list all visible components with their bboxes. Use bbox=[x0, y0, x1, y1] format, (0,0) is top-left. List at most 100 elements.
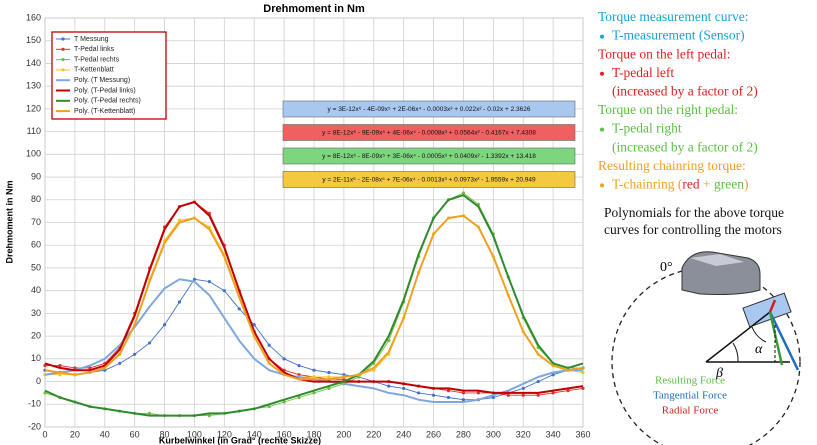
data-point bbox=[566, 389, 570, 393]
data-point bbox=[342, 377, 346, 381]
y-axis-label: Drehmoment in Nm bbox=[4, 180, 14, 263]
x-tick-label: 40 bbox=[100, 429, 110, 439]
data-point bbox=[43, 391, 47, 395]
equation-text: y = 8E-12x⁶ - 8E-09x⁵ + 3E-06x⁴ - 0.0005… bbox=[322, 153, 536, 160]
panel-note: Polynomials for the above torque bbox=[604, 205, 784, 220]
panel-text: Torque measurement curve: bbox=[598, 9, 749, 24]
y-tick-label: 140 bbox=[26, 58, 41, 68]
y-tick-label: 50 bbox=[31, 262, 41, 272]
data-point bbox=[207, 414, 211, 418]
data-point bbox=[461, 391, 466, 395]
x-tick-label: 200 bbox=[336, 429, 351, 439]
data-point bbox=[312, 368, 316, 372]
legend-label: T-Pedal rechts bbox=[74, 56, 120, 63]
legend-label: T Messung bbox=[74, 36, 109, 43]
crank-arm bbox=[705, 311, 771, 363]
equation-text: y = 8E-12x⁶ - 9E-09x⁵ + 4E-06x⁴ - 0.0008… bbox=[322, 130, 536, 137]
data-point bbox=[282, 400, 286, 404]
shoe-detail bbox=[690, 254, 744, 266]
data-point bbox=[581, 370, 585, 375]
data-point bbox=[506, 393, 510, 397]
legend-label: Poly. (T-Kettenblatt) bbox=[74, 108, 135, 115]
y-tick-label: 70 bbox=[31, 217, 41, 227]
data-point bbox=[521, 393, 525, 397]
bullet bbox=[600, 71, 604, 76]
poly-line bbox=[44, 201, 584, 394]
panel-text: (increased by a factor of 2) bbox=[612, 139, 758, 154]
panel-text: T-measurement (Sensor) bbox=[612, 28, 745, 43]
pedal bbox=[742, 292, 792, 328]
data-point bbox=[581, 386, 585, 390]
alpha-label: α bbox=[755, 342, 763, 357]
x-tick-label: 340 bbox=[546, 429, 561, 439]
x-tick-label: 80 bbox=[160, 429, 170, 439]
y-tick-label: -20 bbox=[28, 421, 41, 431]
y-tick-label: 60 bbox=[31, 240, 41, 250]
x-tick-label: 320 bbox=[516, 429, 531, 439]
equation-box bbox=[282, 124, 576, 141]
data-point bbox=[327, 375, 331, 379]
data-point bbox=[58, 364, 62, 368]
data-point bbox=[521, 386, 525, 390]
chart-title: Drehmoment in Nm bbox=[263, 3, 365, 15]
force-label: Radial Force bbox=[662, 405, 719, 417]
y-tick-label: 0 bbox=[36, 376, 41, 386]
legend-label: Poly. (T-Pedal rechts) bbox=[74, 98, 141, 105]
data-point bbox=[551, 391, 555, 395]
text-part: + bbox=[700, 176, 714, 191]
legend-marker bbox=[61, 47, 65, 51]
panel-text: Torque on the left pedal: bbox=[598, 46, 731, 61]
beta-arc bbox=[732, 342, 739, 363]
data-point bbox=[148, 411, 152, 415]
data-point bbox=[43, 364, 47, 368]
text-part: T-chainring ( bbox=[612, 176, 683, 191]
data-point bbox=[312, 375, 316, 379]
y-tick-label: 130 bbox=[26, 81, 41, 91]
y-tick-label: 160 bbox=[26, 12, 41, 22]
data-point bbox=[476, 391, 480, 395]
data-point bbox=[551, 373, 555, 377]
x-tick-label: 260 bbox=[426, 429, 441, 439]
y-tick-label: 90 bbox=[31, 171, 41, 181]
data-point bbox=[446, 395, 451, 400]
data-point bbox=[177, 300, 182, 304]
panel-text: Torque on the right pedal: bbox=[598, 102, 738, 117]
beta-label: β bbox=[715, 366, 723, 381]
legend-label: T-Kettenblatt bbox=[74, 67, 114, 74]
resulting-arrow bbox=[768, 311, 784, 366]
data-point bbox=[387, 339, 391, 343]
equation-box bbox=[282, 147, 576, 165]
poly-line bbox=[44, 214, 584, 381]
bullet bbox=[600, 183, 604, 188]
diagram: 0° α β Resulting Force Tangential Force … bbox=[611, 251, 801, 445]
data-point bbox=[342, 373, 346, 377]
data-point bbox=[192, 277, 197, 281]
data-point bbox=[402, 386, 406, 390]
y-tick-label: 100 bbox=[26, 149, 41, 159]
bullet bbox=[600, 34, 604, 39]
data-point bbox=[327, 370, 331, 375]
equation-box bbox=[282, 100, 576, 118]
x-tick-label: 280 bbox=[456, 429, 471, 439]
data-point bbox=[267, 343, 271, 347]
force-label: Resulting Force bbox=[655, 375, 725, 387]
equation-text: y = 3E-12x⁶ - 4E-09x⁵ + 2E-06x⁴ - 0.0003… bbox=[328, 106, 531, 113]
y-tick-label: 20 bbox=[31, 330, 41, 340]
panel-text: T-pedal left bbox=[612, 65, 674, 80]
data-point bbox=[58, 373, 62, 377]
x-tick-label: 220 bbox=[366, 429, 381, 439]
poly-line bbox=[44, 194, 584, 417]
panel-text: Resulting chainring torque: bbox=[598, 158, 746, 173]
x-tick-label: 300 bbox=[486, 429, 501, 439]
x-tick-label: 120 bbox=[217, 429, 232, 439]
x-tick-label: 60 bbox=[130, 429, 140, 439]
x-tick-label: 140 bbox=[247, 429, 262, 439]
zero-label: 0° bbox=[660, 260, 673, 275]
data-point bbox=[372, 368, 376, 372]
legend-box bbox=[51, 31, 167, 120]
data-point bbox=[387, 384, 391, 388]
data-point bbox=[297, 373, 301, 377]
x-tick-label: 180 bbox=[306, 429, 321, 439]
force-label: Tangential Force bbox=[653, 390, 727, 402]
radial-arrow bbox=[768, 299, 777, 313]
